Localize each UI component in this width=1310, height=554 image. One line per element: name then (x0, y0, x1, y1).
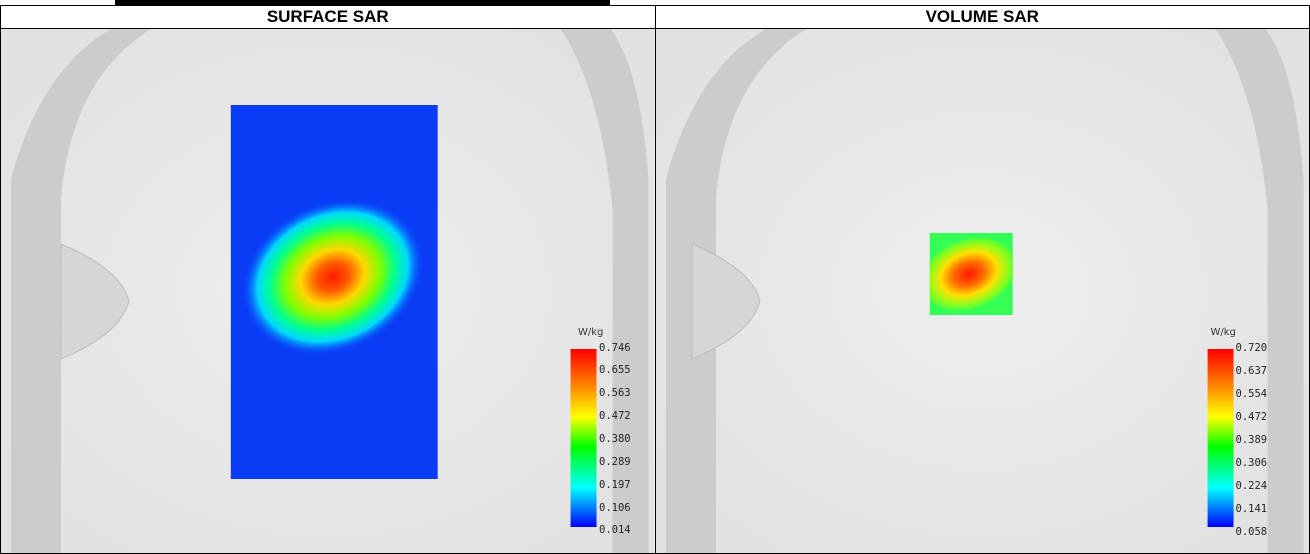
sar-comparison-table: SURFACE SAR VOLUME SAR (0, 5, 1310, 554)
volume-sar-heatmap (929, 233, 1013, 315)
volume-legend-tick: 0.224 (1235, 480, 1268, 492)
surface-sar-panel: W/kg 0.746 0.655 0.563 0.472 0.380 0.289… (0, 28, 656, 554)
volume-legend-unit: W/kg (1210, 327, 1236, 338)
top-black-bar (115, 0, 610, 5)
surface-legend-tick: 0.106 (599, 502, 631, 514)
surface-sar-header: SURFACE SAR (0, 5, 656, 29)
surface-sar-heatmap (230, 105, 438, 479)
surface-legend-tick: 0.014 (599, 524, 631, 536)
volume-legend-tick: 0.306 (1235, 457, 1268, 469)
volume-sar-panel: W/kg 0.720 0.637 0.554 0.472 0.389 0.306… (654, 28, 1310, 554)
volume-legend-tick: 0.554 (1235, 388, 1268, 400)
surface-legend-tick: 0.472 (599, 410, 631, 422)
volume-legend-tick: 0.637 (1235, 365, 1268, 377)
volume-legend-tick: 0.058 (1235, 526, 1268, 538)
volume-legend-tick: 0.472 (1235, 411, 1268, 423)
surface-legend-tick: 0.380 (599, 433, 631, 445)
surface-legend-tick: 0.563 (599, 387, 631, 399)
volume-legend-tick: 0.720 (1235, 342, 1268, 354)
surface-color-scale (570, 349, 597, 527)
surface-legend-tick: 0.655 (599, 364, 631, 376)
surface-legend-tick: 0.289 (599, 456, 631, 468)
volume-legend-tick: 0.389 (1235, 434, 1268, 446)
volume-color-scale (1207, 349, 1234, 527)
volume-sar-view (655, 29, 1309, 553)
surface-legend-tick: 0.746 (599, 342, 631, 354)
volume-legend-tick: 0.141 (1235, 503, 1268, 515)
surface-sar-view (1, 29, 655, 553)
surface-legend-tick: 0.197 (599, 479, 631, 491)
volume-sar-header: VOLUME SAR (654, 5, 1310, 29)
surface-legend-unit: W/kg (578, 327, 604, 338)
